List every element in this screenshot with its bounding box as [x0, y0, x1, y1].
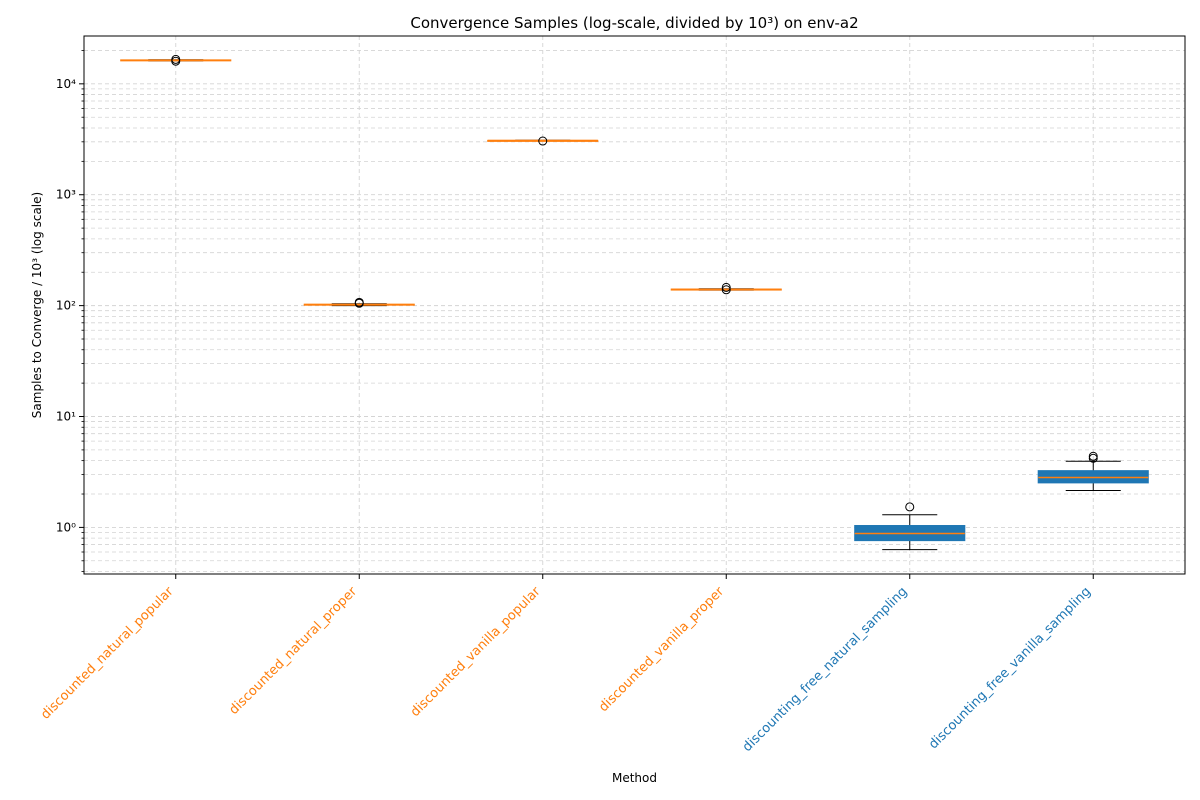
box-plot-3 [487, 136, 599, 146]
outlier-point [721, 282, 731, 292]
outlier-point [721, 285, 731, 295]
outlier-point [171, 54, 181, 64]
chart-title: Convergence Samples (log-scale, divided … [410, 14, 858, 32]
box-plot-4 [670, 282, 782, 295]
box-plot-2 [303, 297, 415, 308]
outlier-point [354, 297, 364, 307]
box-plot-1 [120, 54, 232, 66]
grid-lines [84, 36, 1185, 574]
y-tick-label: 10² [56, 299, 76, 313]
y-tick-label: 10⁰ [56, 520, 76, 534]
box-plots [120, 54, 1149, 551]
outlier-point [538, 136, 548, 146]
outlier-point [1088, 451, 1098, 461]
x-axis-label: Method [612, 771, 657, 785]
plot-frame [83, 35, 1186, 575]
box-plot-5 [854, 502, 966, 551]
box-plot-6 [1037, 451, 1149, 492]
y-axis-label: Samples to Converge / 10³ (log scale) [30, 192, 44, 418]
y-tick-label: 10¹ [56, 410, 76, 424]
y-tick-label: 10⁴ [56, 77, 76, 91]
outlier-point [905, 502, 915, 512]
y-tick-label: 10³ [56, 188, 76, 202]
y-axis-ticks: 10⁰ 10¹ 10² 10³ 10⁴ [56, 50, 84, 572]
